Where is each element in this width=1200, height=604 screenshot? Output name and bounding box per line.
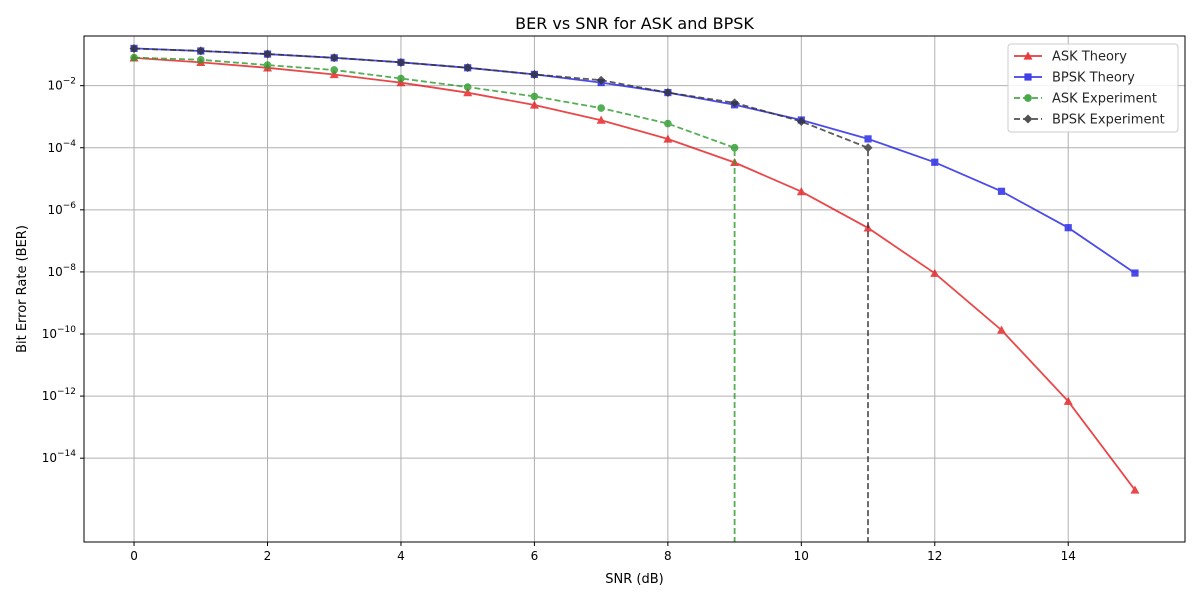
legend-label: ASK Experiment (1052, 92, 1157, 107)
x-tick-label: 8 (664, 549, 672, 563)
data-point-circle (130, 53, 138, 62)
x-tick-label: 6 (531, 549, 539, 563)
data-point-triangle (463, 88, 473, 97)
data-point-diamond (263, 49, 272, 59)
data-point-circle (463, 83, 472, 91)
x-tick-label: 2 (264, 549, 272, 563)
series-line (133, 47, 1136, 274)
data-point-square (864, 135, 872, 143)
series-layer (129, 44, 1140, 542)
legend-item: ASK Experiment (1014, 92, 1157, 107)
data-point-triangle (997, 325, 1006, 334)
data-point-triangle (596, 115, 606, 124)
data-point-square (997, 187, 1006, 195)
data-point-diamond (796, 117, 806, 127)
legend-item: BPSK Theory (1014, 71, 1135, 86)
y-tick-label: 10−12 (42, 387, 76, 403)
series-bpsk-theory (130, 44, 1139, 277)
data-point-triangle (1023, 51, 1033, 60)
y-tick-label: 10−14 (42, 449, 77, 465)
data-point-circle (1024, 94, 1032, 102)
legend-label: BPSK Theory (1052, 71, 1135, 86)
data-point-triangle (663, 134, 673, 143)
data-point-diamond (663, 88, 673, 98)
data-point-circle (730, 143, 739, 152)
series-ask-experiment (130, 53, 739, 542)
series-line (133, 47, 869, 542)
data-point-square (1024, 73, 1032, 81)
data-point-diamond (329, 53, 339, 63)
chart-title: BER vs SNR for ASK and BPSK (515, 14, 754, 33)
data-point-triangle (1130, 485, 1140, 494)
x-tick-label: 4 (397, 549, 405, 563)
data-point-circle (330, 66, 339, 74)
data-point-diamond (529, 69, 539, 79)
data-point-diamond (596, 75, 606, 85)
series-ask-theory (129, 53, 1140, 494)
legend: ASK Theory BPSK Theory ASK Experiment BPSK … (1007, 43, 1179, 133)
data-point-diamond (196, 46, 206, 56)
y-tick-label: 10−10 (42, 325, 77, 341)
series-bpsk-experiment (129, 44, 873, 542)
data-point-triangle (529, 100, 539, 109)
legend-item: BPSK Experiment (1014, 113, 1165, 128)
y-axis-label: Bit Error Rate (BER) (15, 225, 30, 353)
data-point-circle (196, 56, 205, 64)
data-point-square (1064, 224, 1072, 232)
x-tick-label: 0 (130, 549, 138, 563)
data-point-square (1131, 269, 1139, 277)
legend-label: BPSK Experiment (1052, 113, 1165, 128)
data-point-diamond (1023, 114, 1033, 124)
data-point-triangle (796, 187, 806, 196)
data-point-triangle (1063, 396, 1073, 405)
data-point-triangle (329, 69, 339, 79)
y-tick-label: 10−6 (47, 201, 76, 217)
data-point-diamond (396, 57, 406, 67)
y-tick-label: 10−2 (47, 77, 76, 93)
data-point-circle (263, 61, 272, 69)
legend-box (1007, 43, 1179, 133)
y-tick-label: 10−8 (47, 263, 76, 279)
data-point-circle (664, 119, 672, 128)
y-tick-label: 10−4 (47, 139, 76, 155)
series-line (133, 57, 1136, 491)
x-axis-label: SNR (dB) (605, 572, 663, 587)
data-point-diamond (463, 63, 473, 73)
data-point-diamond (863, 143, 873, 153)
x-tick-label: 12 (927, 549, 942, 563)
data-point-square (931, 158, 939, 166)
data-point-circle (397, 74, 405, 83)
legend-item: ASK Theory (1014, 50, 1127, 65)
legend-label: ASK Theory (1052, 50, 1127, 65)
data-point-triangle (930, 268, 940, 277)
x-tick-label: 10 (794, 549, 809, 563)
data-point-diamond (730, 98, 740, 108)
axis-ticks: 0 2 4 6 8 10 12 14 10−2 10−4 10−6 10−8 10−10 10−12 10−… (42, 77, 1076, 563)
x-tick-label: 14 (1061, 549, 1076, 563)
data-point-circle (530, 92, 539, 101)
plot-frame (83, 35, 1186, 543)
data-point-circle (597, 104, 605, 112)
data-point-diamond (129, 44, 139, 54)
